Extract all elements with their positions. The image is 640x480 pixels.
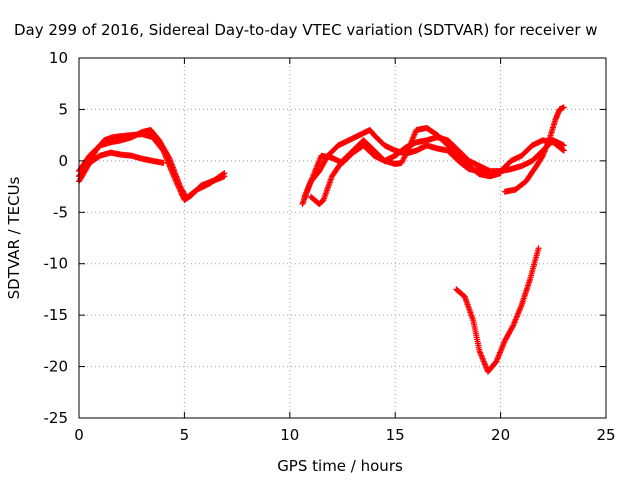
- series-arc-a: [76, 131, 228, 203]
- y-tick-label: -5: [53, 203, 68, 221]
- data-point: [497, 170, 504, 177]
- x-tick-label: 0: [74, 426, 84, 444]
- y-tick-label: -20: [44, 358, 69, 376]
- data-point: [535, 245, 542, 252]
- data-point: [220, 170, 227, 177]
- grid-layer: [79, 58, 606, 418]
- y-tick-label: 5: [58, 100, 68, 118]
- x-tick-label: 10: [280, 426, 299, 444]
- data-point: [160, 159, 167, 166]
- series-arc-f: [307, 124, 504, 208]
- y-tick-label: -25: [44, 409, 69, 427]
- y-axis-label: SDTVAR / TECUs: [5, 176, 23, 299]
- x-tick-label: 20: [491, 426, 510, 444]
- y-tick-label: 0: [58, 152, 68, 170]
- data-point: [165, 154, 172, 161]
- tick-layer: 0 5 10 15 20 25 -25 -20 -15 -10 -5 0 5 10: [44, 49, 616, 444]
- data-point: [404, 148, 411, 155]
- series-arc-g: [501, 104, 567, 195]
- data-point: [560, 147, 567, 154]
- y-tick-label: 10: [49, 49, 68, 67]
- data-point: [509, 323, 516, 330]
- series-arc-h: [453, 245, 542, 375]
- data-point: [221, 170, 228, 177]
- data-point: [560, 104, 567, 111]
- data-point: [560, 142, 567, 149]
- series-arc-c: [76, 149, 167, 185]
- x-tick-label: 5: [180, 426, 190, 444]
- x-axis-label: GPS time / hours: [277, 457, 403, 475]
- series-arc-b: [76, 127, 228, 201]
- x-tick-label: 25: [596, 426, 615, 444]
- y-tick-label: -15: [44, 306, 69, 324]
- data-layer: [76, 104, 567, 375]
- x-tick-label: 15: [386, 426, 405, 444]
- y-tick-label: -10: [44, 255, 69, 273]
- chart-title: Day 299 of 2016, Sidereal Day-to-day VTE…: [14, 21, 598, 39]
- plot-frame: [78, 57, 607, 419]
